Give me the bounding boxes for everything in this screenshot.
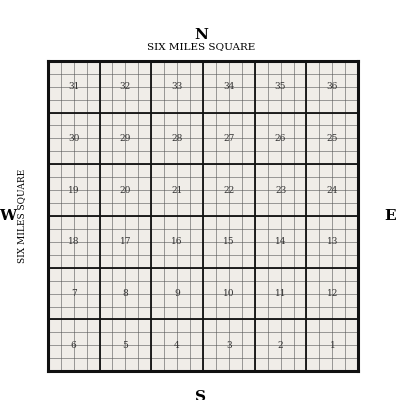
Text: 28: 28	[172, 134, 183, 143]
Text: SIX MILES SQUARE: SIX MILES SQUARE	[147, 42, 255, 51]
Text: 15: 15	[223, 237, 235, 246]
Text: 4: 4	[174, 341, 180, 350]
Text: 13: 13	[327, 237, 338, 246]
Text: 33: 33	[172, 82, 183, 91]
Text: SIX MILES SQUARE: SIX MILES SQUARE	[18, 169, 26, 263]
Text: 31: 31	[68, 82, 79, 91]
Text: S: S	[195, 390, 207, 400]
Text: 6: 6	[71, 341, 76, 350]
Text: 16: 16	[172, 237, 183, 246]
Text: 17: 17	[120, 237, 131, 246]
Text: 23: 23	[275, 186, 286, 195]
Text: 25: 25	[327, 134, 338, 143]
Text: 24: 24	[327, 186, 338, 195]
Text: 5: 5	[123, 341, 128, 350]
Text: 35: 35	[275, 82, 286, 91]
Text: W: W	[0, 209, 16, 223]
Text: 36: 36	[327, 82, 338, 91]
Text: 21: 21	[172, 186, 183, 195]
Text: 7: 7	[71, 289, 76, 298]
Text: 2: 2	[278, 341, 283, 350]
Text: 9: 9	[174, 289, 180, 298]
Text: 22: 22	[223, 186, 234, 195]
Text: 34: 34	[223, 82, 234, 91]
Text: 1: 1	[330, 341, 335, 350]
Text: 29: 29	[120, 134, 131, 143]
Text: 12: 12	[327, 289, 338, 298]
Text: 32: 32	[120, 82, 131, 91]
Text: 19: 19	[68, 186, 79, 195]
Text: 8: 8	[123, 289, 128, 298]
Text: 11: 11	[275, 289, 286, 298]
Text: 14: 14	[275, 237, 286, 246]
Text: 3: 3	[226, 341, 232, 350]
Text: 18: 18	[68, 237, 79, 246]
Text: E: E	[384, 209, 396, 223]
Text: 27: 27	[223, 134, 234, 143]
Text: N: N	[194, 28, 208, 42]
Text: 30: 30	[68, 134, 79, 143]
Text: 26: 26	[275, 134, 286, 143]
Text: 20: 20	[120, 186, 131, 195]
Text: 10: 10	[223, 289, 234, 298]
